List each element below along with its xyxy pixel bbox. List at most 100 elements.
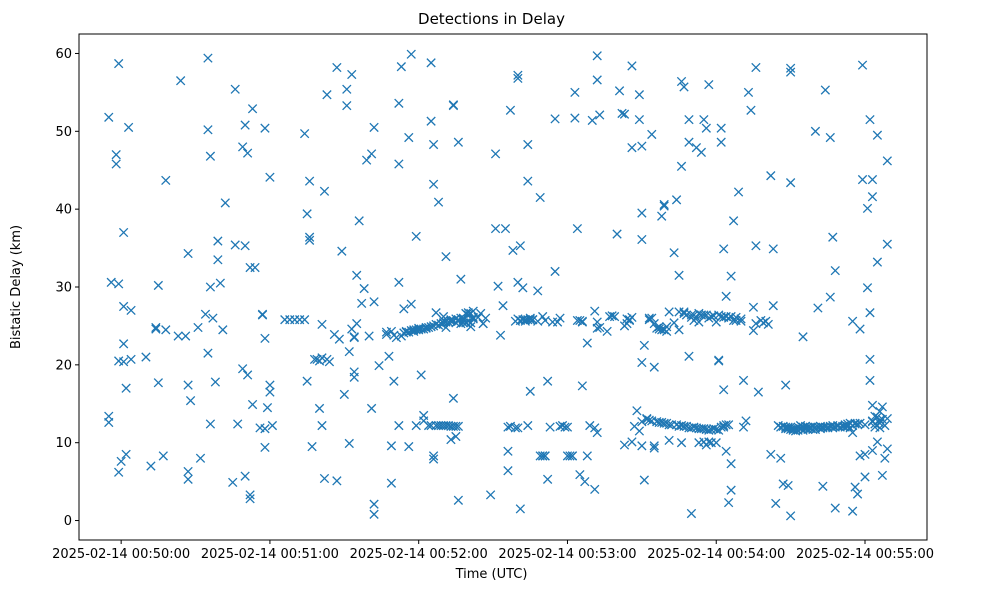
- data-point: [582, 338, 592, 348]
- data-point: [679, 308, 689, 319]
- data-point: [684, 351, 694, 361]
- data-point: [637, 141, 647, 151]
- data-point: [540, 451, 550, 461]
- data-point: [719, 244, 729, 254]
- data-point: [428, 179, 439, 189]
- data-point: [245, 494, 255, 504]
- data-point: [575, 315, 585, 326]
- data-point: [726, 271, 736, 281]
- data-point: [570, 87, 580, 98]
- data-point: [104, 112, 114, 122]
- data-point: [785, 63, 796, 73]
- data-point: [865, 114, 875, 125]
- data-point: [352, 318, 362, 329]
- data-point: [513, 423, 523, 433]
- x-tick-label: 2025-02-14 00:54:00: [647, 547, 785, 562]
- data-point: [247, 104, 258, 114]
- data-point: [406, 49, 416, 59]
- data-point: [495, 330, 506, 340]
- data-point: [451, 421, 461, 432]
- data-point: [714, 356, 724, 366]
- data-point: [339, 389, 349, 400]
- data-point: [111, 150, 121, 160]
- data-point: [151, 324, 161, 334]
- data-point: [738, 422, 749, 432]
- data-point: [647, 129, 657, 140]
- data-point: [813, 303, 823, 313]
- data-point: [664, 435, 674, 446]
- data-point: [463, 310, 473, 320]
- data-point: [523, 420, 533, 431]
- data-point: [880, 453, 890, 463]
- data-point: [766, 449, 776, 460]
- data-point: [664, 420, 674, 430]
- data-point: [215, 278, 225, 288]
- data-point: [337, 246, 347, 256]
- x-tick-label: 2025-02-14 00:51:00: [201, 547, 339, 562]
- data-point: [205, 151, 216, 161]
- data-point: [451, 431, 461, 442]
- data-point: [394, 277, 404, 287]
- data-point: [716, 422, 726, 432]
- data-point: [344, 438, 354, 449]
- data-point: [570, 113, 580, 123]
- data-point: [513, 73, 523, 84]
- data-point: [396, 62, 406, 72]
- y-tick-label: 60: [55, 47, 72, 62]
- data-point: [515, 504, 526, 514]
- data-point: [361, 155, 372, 165]
- data-point: [245, 490, 255, 500]
- data-point: [857, 60, 868, 70]
- data-point: [114, 58, 124, 69]
- data-point: [203, 53, 213, 63]
- data-point: [493, 281, 503, 291]
- data-point: [433, 197, 444, 207]
- data-point: [416, 370, 426, 380]
- data-point: [763, 319, 773, 330]
- data-point: [242, 370, 253, 380]
- y-tick-label: 0: [64, 514, 72, 529]
- data-point: [153, 280, 164, 291]
- data-point: [644, 315, 654, 325]
- data-point: [490, 223, 501, 234]
- data-point: [453, 421, 464, 432]
- data-point: [872, 257, 883, 267]
- data-point: [523, 176, 533, 186]
- data-point: [538, 451, 548, 461]
- data-point: [595, 110, 605, 120]
- data-point: [867, 192, 878, 202]
- data-point: [513, 70, 523, 80]
- data-point: [614, 86, 625, 96]
- data-point: [183, 380, 193, 390]
- data-point: [647, 313, 657, 323]
- data-point: [565, 451, 575, 461]
- data-point: [716, 137, 726, 147]
- data-point: [332, 476, 342, 486]
- data-point: [751, 318, 761, 329]
- data-point: [203, 125, 213, 135]
- data-point: [704, 79, 714, 90]
- data-point: [872, 130, 883, 140]
- data-point: [240, 120, 250, 130]
- data-point: [820, 85, 830, 95]
- data-point: [349, 372, 359, 382]
- data-point: [867, 400, 878, 410]
- data-point: [766, 171, 776, 181]
- data-point: [319, 186, 330, 196]
- data-point: [627, 312, 637, 323]
- data-point: [723, 420, 734, 430]
- data-point: [664, 307, 674, 317]
- data-point: [751, 62, 761, 73]
- data-point: [704, 437, 714, 447]
- data-point: [237, 142, 248, 152]
- data-point: [587, 115, 597, 126]
- data-point: [161, 325, 171, 335]
- data-point: [716, 123, 726, 133]
- data-point: [317, 319, 327, 330]
- data-point: [411, 231, 421, 242]
- data-point: [865, 354, 875, 365]
- data-point: [118, 227, 129, 238]
- data-point: [404, 132, 414, 143]
- x-tick-label: 2025-02-14 00:55:00: [796, 547, 934, 562]
